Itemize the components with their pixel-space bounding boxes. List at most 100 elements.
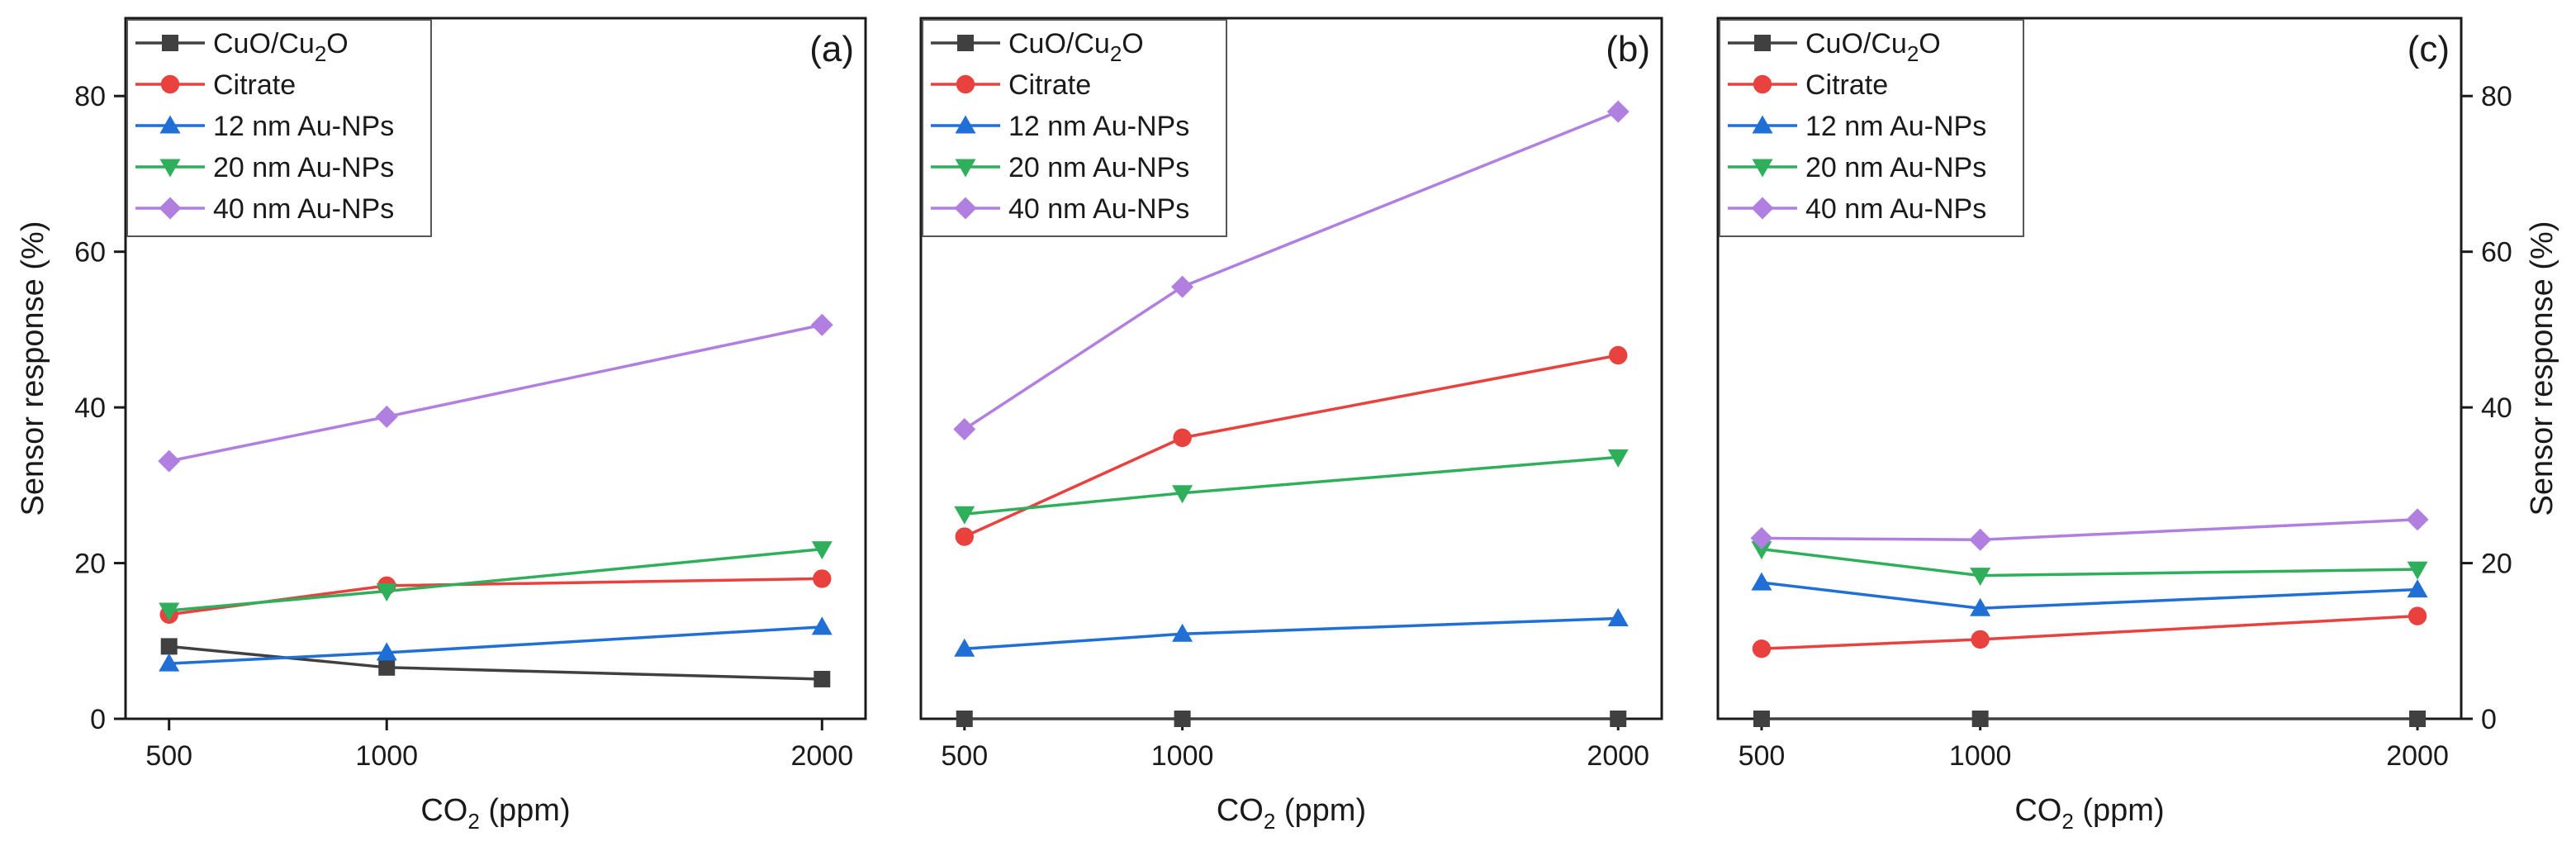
data-point	[1606, 100, 1630, 123]
y-tick-label: 80	[2481, 81, 2512, 112]
legend-label: Citrate	[213, 69, 296, 101]
data-point	[375, 405, 398, 428]
legend-label-sub: 2	[1907, 41, 1919, 66]
data-point	[1172, 485, 1193, 504]
data-point	[1607, 607, 1629, 626]
legend-box	[922, 19, 1227, 237]
series-citrate	[159, 569, 832, 624]
data-point	[1752, 639, 1772, 658]
legend-marker	[954, 197, 977, 220]
y-tick-label: 0	[2481, 704, 2497, 735]
data-point	[1174, 711, 1191, 727]
legend-label: 12 nm Au-NPs	[1008, 111, 1189, 142]
data-point	[813, 569, 832, 588]
series-40-nm-au-nps	[1750, 508, 2429, 551]
data-point	[2407, 579, 2428, 598]
x-axis-title-main: CO	[2014, 793, 2061, 828]
x-tick-label: 2000	[2386, 740, 2449, 772]
x-axis-title: CO2 (ppm)	[420, 793, 570, 834]
data-point	[1970, 568, 1991, 587]
legend-label: 12 nm Au-NPs	[1805, 111, 1986, 142]
x-tick-label: 2000	[1587, 740, 1649, 772]
x-tick-label: 1000	[1949, 740, 2012, 772]
data-point	[956, 711, 973, 727]
series-line	[1761, 581, 2418, 610]
data-point	[811, 616, 833, 635]
data-point	[1607, 449, 1629, 468]
legend-marker	[1752, 115, 1773, 134]
data-point	[1751, 541, 1772, 560]
legend-label-sub: 2	[315, 41, 326, 66]
data-point	[811, 541, 833, 560]
series-cuo-cu2o	[1753, 711, 2427, 727]
plot-frame	[124, 17, 867, 720]
data-point	[378, 658, 396, 676]
legend-label-rest: O	[326, 28, 348, 59]
series-line	[168, 577, 823, 616]
y-axis-title: Sensor response (%)	[2525, 221, 2559, 516]
legend-marker	[1754, 35, 1771, 51]
legend-marker	[159, 159, 181, 178]
x-axis-title-rest: (ppm)	[2074, 793, 2165, 828]
data-point	[814, 670, 831, 687]
legend-box	[1719, 19, 2024, 237]
series-line	[168, 625, 823, 665]
y-tick-label: 40	[2481, 392, 2512, 424]
series-citrate	[1752, 606, 2427, 658]
legend-marker	[160, 74, 180, 94]
data-point	[953, 417, 976, 440]
series-12-nm-au-nps	[159, 616, 833, 672]
data-point	[1172, 623, 1193, 642]
legend-label: 40 nm Au-NPs	[1805, 193, 1986, 225]
x-axis-title: CO2 (ppm)	[1217, 793, 1366, 834]
legend-marker	[955, 159, 976, 178]
series-line	[964, 616, 1619, 650]
series-cuo-cu2o	[160, 638, 831, 687]
x-tick-label: 1000	[1151, 740, 1214, 772]
legend-label-main: CuO/Cu	[1805, 28, 1907, 59]
series-citrate	[955, 345, 1628, 546]
data-point	[1970, 597, 1991, 616]
data-point	[1969, 528, 1992, 551]
data-point	[1971, 630, 1990, 649]
data-point	[159, 602, 180, 621]
legend-label: CuO/Cu2O	[1008, 28, 1144, 66]
x-axis-title-main: CO	[420, 793, 467, 828]
series-20-nm-au-nps	[1751, 541, 2428, 587]
x-axis-title-rest: (ppm)	[1275, 793, 1366, 828]
legend-label: 40 nm Au-NPs	[1008, 193, 1189, 225]
series-line	[1761, 547, 2418, 578]
series-12-nm-au-nps	[1751, 572, 2428, 616]
legend-label: 20 nm Au-NPs	[1008, 152, 1189, 183]
y-tick-label: 0	[90, 704, 106, 735]
x-tick-label: 2000	[790, 740, 853, 772]
legend-label: 12 nm Au-NPs	[213, 111, 394, 142]
data-point	[1171, 275, 1194, 298]
series-12-nm-au-nps	[954, 607, 1629, 657]
panel-label: (c)	[2408, 29, 2450, 69]
data-point	[1173, 428, 1192, 448]
series-line	[1761, 614, 2418, 650]
legend-label: CuO/Cu2O	[1805, 28, 1941, 66]
data-point	[1610, 711, 1627, 727]
x-axis-title-sub: 2	[1264, 809, 1275, 834]
data-point	[1971, 711, 1989, 727]
y-tick-label: 40	[74, 392, 106, 424]
series-line	[168, 644, 823, 681]
panel-label: (a)	[809, 29, 854, 69]
legend-label: CuO/Cu2O	[213, 28, 349, 66]
legend-marker	[159, 197, 182, 220]
data-point	[955, 527, 974, 546]
data-point	[2409, 711, 2427, 727]
legend-marker	[956, 74, 975, 94]
data-point	[1753, 711, 1770, 727]
legend-label: Citrate	[1008, 69, 1091, 101]
x-axis-title-sub: 2	[467, 809, 479, 834]
legend-marker	[955, 115, 976, 134]
